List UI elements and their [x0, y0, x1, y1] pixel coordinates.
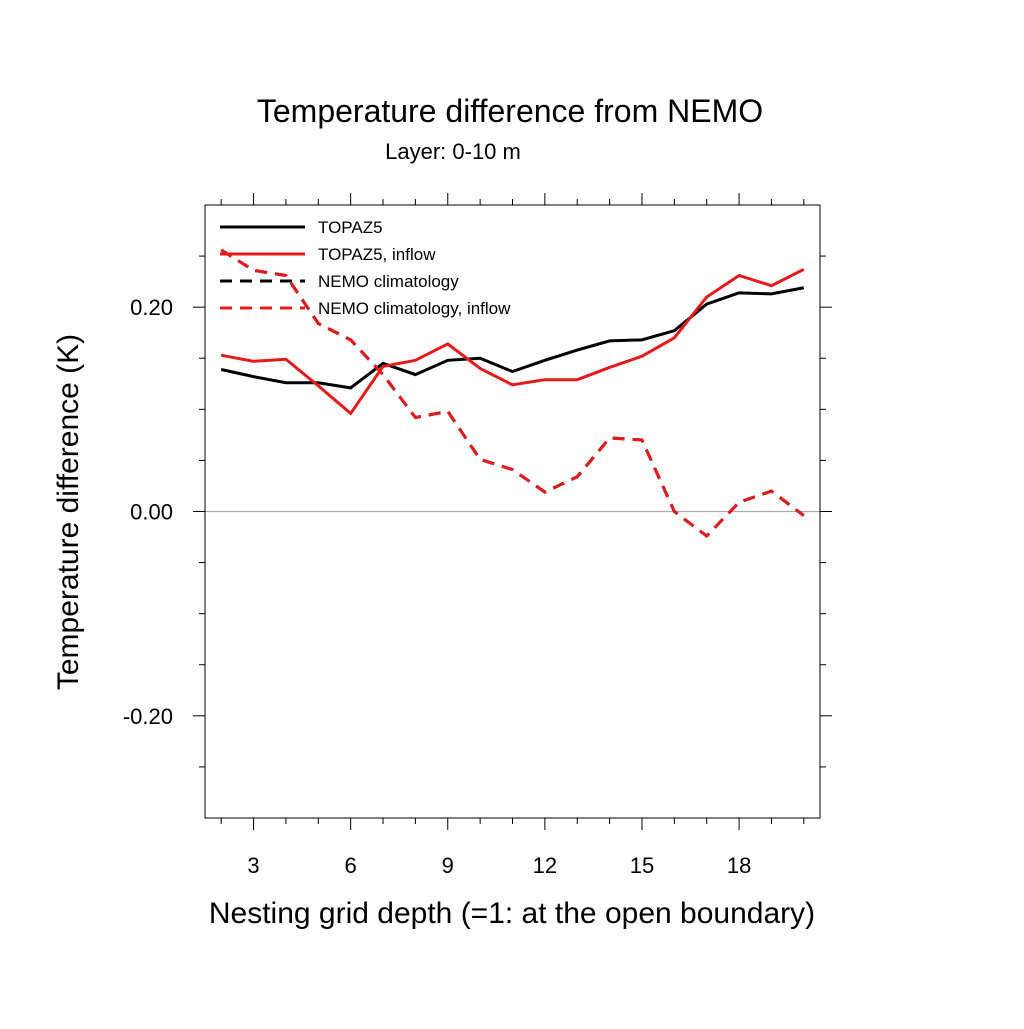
x-tick-label: 9 [442, 853, 454, 878]
chart-subtitle: Layer: 0-10 m [385, 139, 521, 164]
x-tick-label: 18 [727, 853, 751, 878]
x-axis-label: Nesting grid depth (=1: at the open boun… [209, 897, 815, 930]
legend-label: TOPAZ5 [318, 218, 383, 237]
legend-label: NEMO climatology [318, 272, 459, 291]
y-tick-label: 0.00 [130, 500, 173, 525]
x-tick-label: 15 [630, 853, 654, 878]
chart-title: Temperature difference from NEMO [257, 93, 763, 129]
y-tick-label: 0.20 [130, 295, 173, 320]
y-tick-label: -0.20 [123, 704, 173, 729]
series-line [220, 286, 805, 390]
legend-label: TOPAZ5, inflow [318, 245, 436, 264]
x-tick-label: 6 [345, 853, 357, 878]
series-line [220, 248, 805, 539]
legend-label: NEMO climatology, inflow [318, 299, 511, 318]
series-line [220, 268, 805, 416]
x-tick-label: 3 [247, 853, 259, 878]
x-tick-label: 12 [533, 853, 557, 878]
series-line [220, 248, 805, 539]
y-axis-label: Temperature difference (K) [52, 334, 85, 690]
